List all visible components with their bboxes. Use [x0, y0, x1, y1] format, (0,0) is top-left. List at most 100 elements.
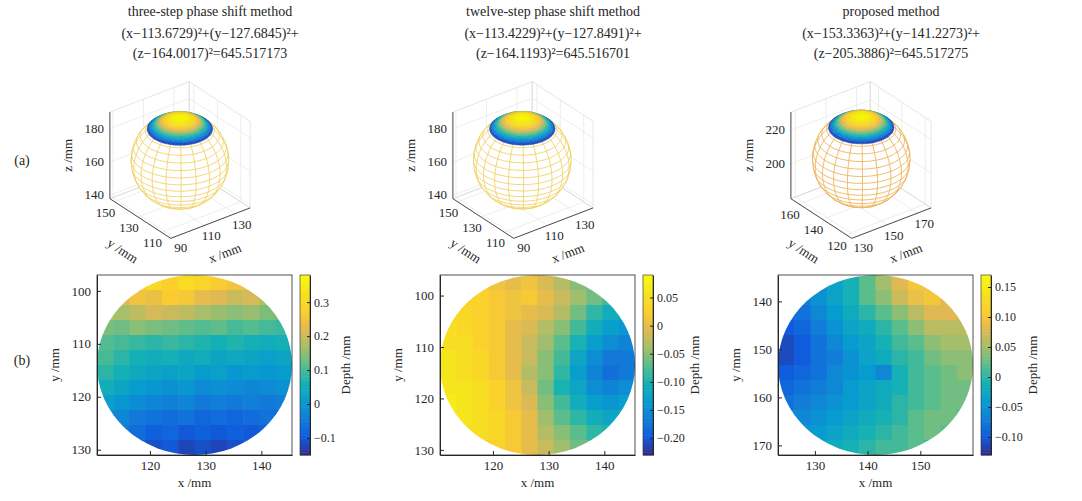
cap-patch — [182, 115, 184, 117]
cap-patch — [522, 117, 525, 118]
cap-patch — [527, 113, 529, 115]
cap-patch — [200, 122, 202, 124]
cap-patch — [522, 117, 524, 119]
tick-label: 130 — [232, 217, 252, 232]
cap-patch — [181, 138, 184, 140]
sphere-wire — [180, 116, 205, 119]
cap-patch — [521, 121, 523, 123]
cap-patch — [178, 114, 180, 116]
cap-patch — [521, 129, 523, 131]
tick-label: 140 — [84, 187, 104, 202]
cap-patch — [512, 119, 515, 120]
sphere-wire — [488, 121, 557, 148]
cap-patch — [179, 124, 180, 126]
cap-patch — [185, 118, 188, 120]
sphere-wire — [180, 114, 194, 119]
cap-patch — [178, 114, 179, 116]
cap-patch — [512, 117, 515, 119]
cap-patch — [175, 117, 178, 118]
cap-patch — [181, 132, 183, 134]
sphere-wire — [179, 112, 181, 118]
cap-patch — [535, 119, 538, 120]
cap-patch — [182, 114, 184, 116]
sphere-wire — [158, 112, 202, 134]
cap-patch — [521, 117, 523, 118]
cap-patch — [534, 112, 537, 114]
cap-patch — [190, 118, 193, 120]
cap-patch — [177, 114, 178, 116]
cap-patch — [199, 124, 202, 126]
cap-patch — [521, 114, 523, 116]
cap-patch — [180, 117, 182, 118]
cap-patch — [179, 141, 182, 143]
sphere-wire — [474, 153, 570, 178]
cap-patch — [178, 117, 180, 119]
cap-patch — [183, 114, 185, 116]
grid-line — [110, 98, 189, 128]
panel-3d: three-step phase shift method(x−113.6729… — [14, 4, 298, 266]
cap-patch — [530, 118, 533, 120]
axis-line — [109, 112, 110, 199]
cap-patch — [521, 122, 523, 124]
cap-patch — [500, 121, 502, 123]
cap-patch — [520, 117, 522, 118]
cap-patch — [175, 118, 178, 119]
cap-patch — [515, 118, 518, 120]
panel-label: (a) — [14, 153, 30, 169]
cap-patch — [185, 113, 187, 115]
cap-patch — [180, 118, 183, 119]
cap-patch — [177, 134, 179, 136]
cap-patch — [182, 118, 185, 119]
cap-patch — [187, 119, 190, 120]
cap-patch — [176, 136, 178, 138]
cap-patch — [521, 124, 522, 126]
cap-patch — [517, 117, 520, 118]
cap-patch — [183, 114, 185, 116]
cap-patch — [185, 118, 188, 119]
cap-patch — [522, 117, 524, 119]
sphere-outline — [473, 111, 571, 209]
cap-patch — [187, 119, 190, 120]
cap-patch — [500, 120, 502, 122]
cap-patch — [522, 117, 525, 118]
grid-line — [583, 115, 584, 202]
cap-patch — [519, 114, 521, 116]
cap-patch — [540, 120, 542, 122]
sphere-wire — [151, 115, 208, 141]
marks — [473, 111, 571, 209]
tick-label: 130 — [119, 220, 139, 235]
cap-patch — [181, 134, 183, 136]
cap-patch — [185, 117, 188, 118]
cap-patch — [182, 117, 185, 118]
cap-patch — [516, 113, 518, 115]
cap-patch — [522, 117, 524, 119]
cap-patch — [200, 121, 202, 123]
cap-patch — [520, 113, 522, 115]
sphere-wire — [180, 118, 196, 208]
sphere-wire — [522, 112, 528, 118]
cap-patch — [199, 116, 202, 118]
sphere-wire — [151, 116, 179, 121]
cap-patch — [181, 140, 184, 142]
cap-patch — [174, 113, 176, 115]
cap-patch — [525, 117, 528, 118]
axis-title: x /mm — [206, 240, 243, 266]
cap-patch — [537, 121, 540, 123]
cap-patch — [522, 117, 524, 119]
cap-patch — [505, 119, 508, 120]
cap-patch — [179, 119, 180, 120]
cap-patch — [500, 115, 503, 117]
cap-patch — [525, 117, 528, 118]
cap-patch — [176, 143, 179, 146]
tick-label: 180 — [84, 121, 104, 136]
cap-patch — [180, 117, 182, 118]
cap-patch — [177, 114, 178, 116]
cap-patch — [184, 113, 186, 115]
cap-patch — [525, 114, 527, 116]
cap-patch — [182, 118, 185, 119]
sphere-wire — [180, 118, 227, 183]
equation: (x−113.6729)²+(y−127.6845)²+ — [121, 26, 298, 42]
cap-patch — [192, 119, 195, 120]
sphere-wire — [505, 114, 522, 118]
cap-patch — [545, 117, 548, 119]
